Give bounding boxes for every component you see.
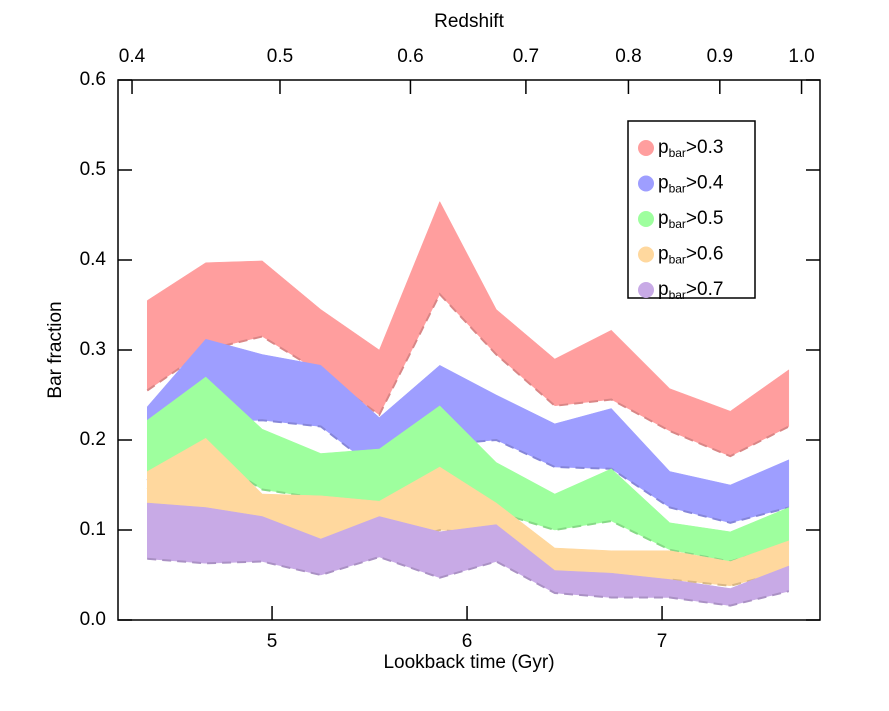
y-tick-label: 0.6 xyxy=(80,69,106,90)
y-tick-label: 0.1 xyxy=(80,519,106,540)
y-tick-label: 0.3 xyxy=(80,339,106,360)
legend-label: pbar>0.7 xyxy=(658,279,723,302)
legend-label: pbar>0.6 xyxy=(658,244,723,267)
lower-edge xyxy=(147,555,790,607)
x2-tick-label: 0.5 xyxy=(267,46,293,67)
legend-label: pbar>0.3 xyxy=(658,137,723,160)
legend-swatch xyxy=(638,211,654,227)
y-tick-label: 0.2 xyxy=(80,429,106,450)
x2-tick-label: 0.6 xyxy=(397,46,423,67)
legend-label: pbar>0.4 xyxy=(658,173,724,196)
x2-tick-label: 0.9 xyxy=(707,46,733,67)
plot-area xyxy=(146,200,790,607)
x-axis-label: Lookback time (Gyr) xyxy=(383,652,554,673)
legend-swatch xyxy=(638,175,654,192)
x2-axis-label: Redshift xyxy=(434,11,504,32)
y-tick-label: 0.4 xyxy=(80,249,107,270)
y-axis-label: Bar fraction xyxy=(45,301,66,398)
legend-swatch xyxy=(638,140,654,156)
x-tick-label: 6 xyxy=(462,631,473,652)
x2-tick-label: 1.0 xyxy=(788,46,814,67)
y-tick-label: 0.0 xyxy=(80,609,106,630)
legend-label: pbar>0.5 xyxy=(658,208,723,231)
x-tick-label: 5 xyxy=(267,631,278,652)
legend-swatch xyxy=(638,246,654,263)
x2-tick-label: 0.4 xyxy=(119,46,146,67)
legend-swatch xyxy=(638,282,654,298)
x2-tick-label: 0.7 xyxy=(513,46,539,67)
x-tick-label: 7 xyxy=(657,631,668,652)
x2-tick-label: 0.8 xyxy=(615,46,641,67)
y-tick-label: 0.5 xyxy=(80,159,106,180)
